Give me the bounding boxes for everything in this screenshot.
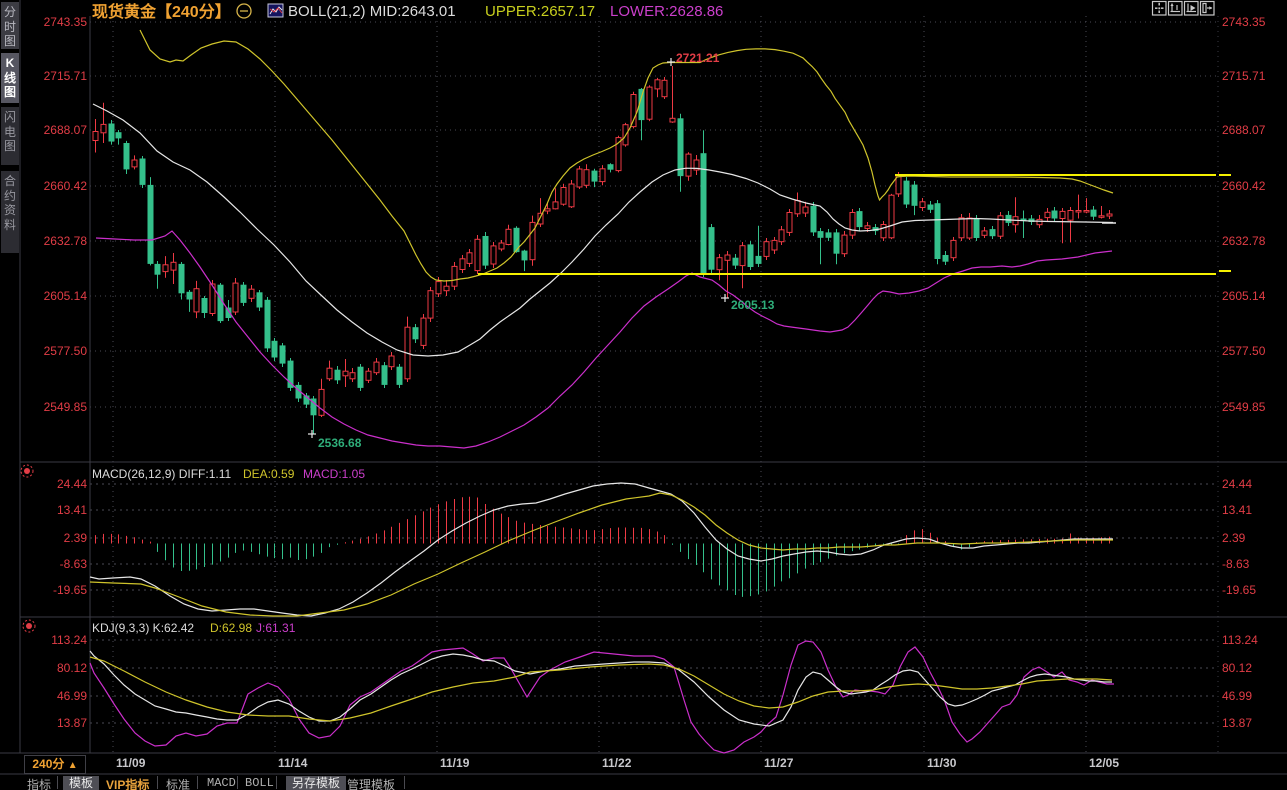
svg-text:46.99: 46.99 — [57, 689, 87, 703]
svg-text:KDJ(9,3,3) K:62.42: KDJ(9,3,3) K:62.42 — [92, 621, 194, 635]
svg-text:DEA:0.59: DEA:0.59 — [243, 467, 295, 481]
svg-text:2577.50: 2577.50 — [44, 344, 88, 358]
svg-text:24.44: 24.44 — [57, 477, 87, 491]
svg-text:2.39: 2.39 — [64, 531, 88, 545]
svg-text:2715.71: 2715.71 — [44, 69, 88, 83]
svg-text:MACD:1.05: MACD:1.05 — [303, 467, 365, 481]
svg-text:2605.13: 2605.13 — [731, 298, 775, 312]
svg-text:113.24: 113.24 — [51, 633, 87, 647]
svg-text:MACD(26,12,9) DIFF:1.11: MACD(26,12,9) DIFF:1.11 — [92, 467, 231, 481]
svg-text:2.39: 2.39 — [1222, 531, 1246, 545]
svg-text:2660.42: 2660.42 — [44, 179, 88, 193]
svg-text:13.87: 13.87 — [57, 716, 87, 730]
svg-text:BOLL(21,2) MID:2643.01: BOLL(21,2) MID:2643.01 — [288, 3, 456, 20]
svg-text:2688.07: 2688.07 — [44, 123, 88, 137]
svg-text:D:62.98: D:62.98 — [210, 621, 252, 635]
svg-text:2632.78: 2632.78 — [1222, 234, 1266, 248]
svg-text:-19.65: -19.65 — [53, 583, 87, 597]
svg-text:-19.65: -19.65 — [1222, 583, 1256, 597]
svg-text:现货黄金【240分】: 现货黄金【240分】 — [92, 2, 231, 21]
svg-text:2743.35: 2743.35 — [1222, 15, 1266, 29]
svg-text:J:61.31: J:61.31 — [256, 621, 296, 635]
svg-text:-8.63: -8.63 — [60, 557, 88, 571]
svg-text:80.12: 80.12 — [57, 661, 87, 675]
svg-text:2549.85: 2549.85 — [44, 400, 88, 414]
svg-text:UPPER:2657.17: UPPER:2657.17 — [485, 3, 595, 20]
svg-text:-8.63: -8.63 — [1222, 557, 1250, 571]
svg-text:2721.21: 2721.21 — [676, 51, 720, 65]
svg-text:2743.35: 2743.35 — [44, 15, 88, 29]
svg-text:13.87: 13.87 — [1222, 716, 1252, 730]
svg-text:13.41: 13.41 — [1222, 503, 1252, 517]
svg-text:LOWER:2628.86: LOWER:2628.86 — [610, 3, 723, 20]
svg-text:2549.85: 2549.85 — [1222, 400, 1266, 414]
svg-text:2688.07: 2688.07 — [1222, 123, 1266, 137]
svg-text:113.24: 113.24 — [1222, 633, 1258, 647]
svg-text:13.41: 13.41 — [57, 503, 87, 517]
svg-text:2660.42: 2660.42 — [1222, 179, 1266, 193]
svg-text:80.12: 80.12 — [1222, 661, 1252, 675]
svg-text:24.44: 24.44 — [1222, 477, 1252, 491]
svg-text:2632.78: 2632.78 — [44, 234, 88, 248]
svg-text:2605.14: 2605.14 — [1222, 289, 1266, 303]
svg-text:2715.71: 2715.71 — [1222, 69, 1266, 83]
svg-text:2577.50: 2577.50 — [1222, 344, 1266, 358]
svg-text:2605.14: 2605.14 — [44, 289, 88, 303]
svg-text:2536.68: 2536.68 — [318, 436, 362, 450]
svg-text:46.99: 46.99 — [1222, 689, 1252, 703]
